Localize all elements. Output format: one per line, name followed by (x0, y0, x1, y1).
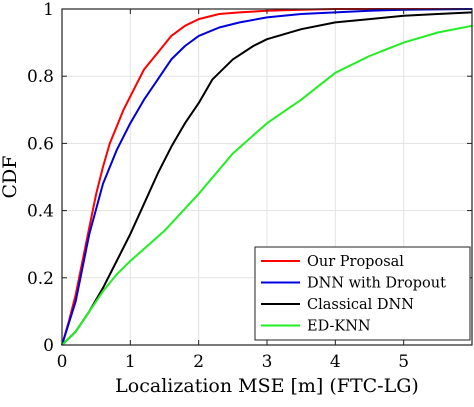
x-tick-label: 3 (262, 352, 273, 372)
x-tick-label: 0 (57, 352, 68, 372)
x-axis-label: Localization MSE [m] (FTC-LG) (115, 375, 419, 397)
legend-entry: Our Proposal (261, 254, 404, 270)
legend: Our Proposal DNN with Dropout Classical DN… (254, 246, 471, 341)
legend-entry: DNN with Dropout (261, 276, 446, 292)
series-line-classical-dnn (61, 11, 473, 346)
y-axis-label: CDF (0, 156, 21, 199)
series-line-ed-knn (61, 24, 473, 346)
series-line-our-proposal (61, 8, 472, 346)
x-tick-label: 1 (125, 352, 136, 372)
legend-label: DNN with Dropout (307, 276, 446, 292)
y-tick-label: 1 (43, 0, 54, 20)
legend-entries: Our Proposal DNN with Dropout Classical DN… (261, 254, 446, 335)
legend-entry: Classical DNN (261, 297, 414, 313)
x-tick-label: 2 (193, 352, 204, 372)
y-tick-label: 0.6 (27, 134, 54, 154)
y-tick-label: 0 (43, 336, 54, 356)
legend-label: Classical DNN (307, 297, 414, 313)
legend-label: ED-KNN (307, 319, 371, 335)
y-tick-label: 0.4 (27, 202, 54, 222)
legend-label: Our Proposal (307, 254, 404, 270)
y-tick-label: 0.8 (27, 67, 54, 87)
ticks: 0 1 2 3 4 5 0 0.2 0.4 0.6 0.8 1 (27, 0, 472, 372)
legend-entry: ED-KNN (261, 319, 371, 335)
x-tick-label: 5 (398, 352, 409, 372)
y-tick-label: 0.2 (27, 269, 54, 289)
x-tick-label: 4 (330, 352, 341, 372)
